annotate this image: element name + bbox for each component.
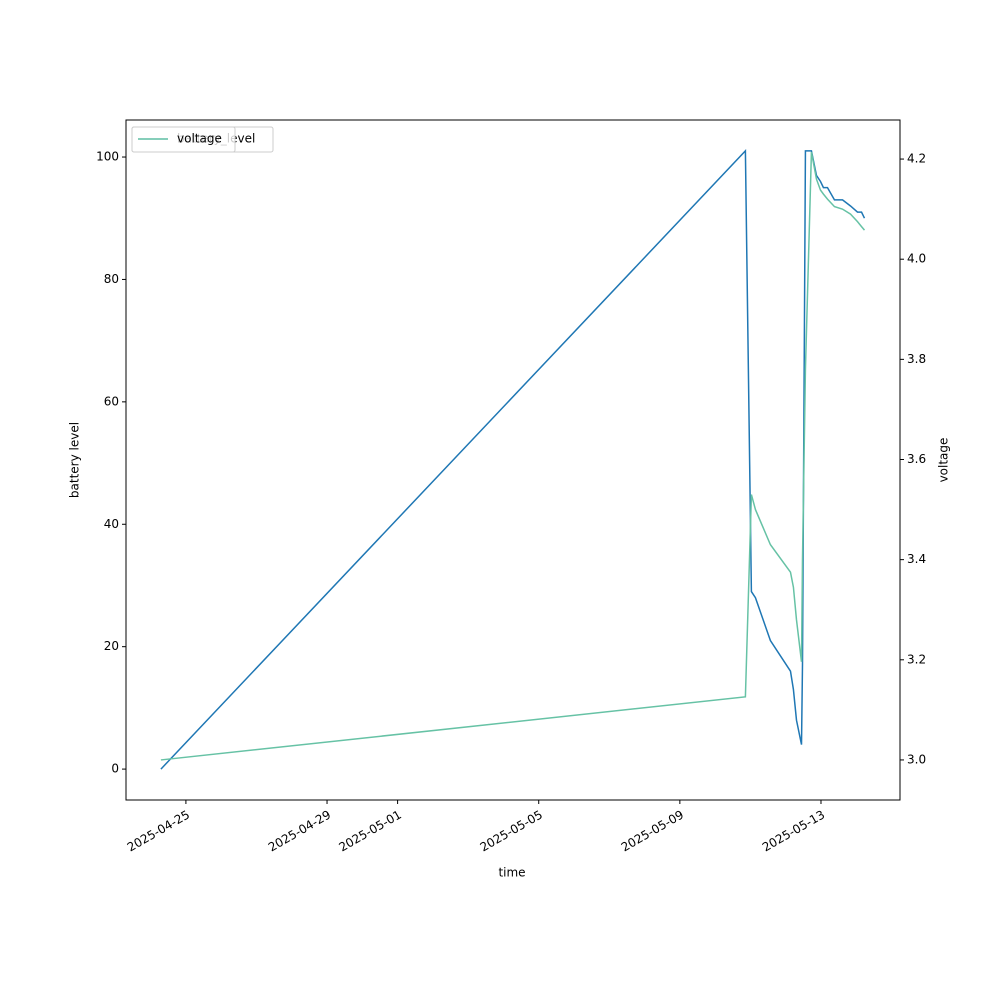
x-tick-label: 2025-05-13 [760, 808, 827, 855]
y-axis-label: battery level [68, 422, 82, 498]
x-tick-label: 2025-05-01 [336, 808, 403, 855]
y2-tick-label: 3.6 [907, 452, 926, 466]
x-tick-label: 2025-04-25 [125, 808, 192, 855]
y-tick-label: 80 [104, 272, 119, 286]
x-tick-label: 2025-05-05 [478, 808, 545, 855]
y2-axis-label: voltage [937, 438, 951, 483]
series-line [160, 151, 866, 761]
y2-tick-label: 3.2 [907, 652, 926, 666]
series-line [160, 149, 866, 770]
legend-box [131, 126, 236, 153]
y-tick-label: 0 [111, 762, 119, 776]
y-tick-label: 20 [104, 639, 119, 653]
y2-tick-label: 4.0 [907, 252, 926, 266]
x-axis-label: time [498, 866, 525, 880]
y-tick-label: 60 [104, 394, 119, 408]
y2-tick-label: 3.4 [907, 552, 926, 566]
y2-tick-label: 3.0 [907, 752, 926, 766]
legend-label: voltage [177, 132, 222, 146]
y2-tick-label: 3.8 [907, 352, 926, 366]
x-tick-label: 2025-04-29 [266, 808, 333, 855]
y-tick-label: 100 [96, 150, 119, 164]
x-tick-label: 2025-05-09 [619, 808, 686, 855]
y2-tick-label: 4.2 [907, 152, 926, 166]
y-tick-label: 40 [104, 517, 119, 531]
plot-frame [125, 119, 901, 801]
